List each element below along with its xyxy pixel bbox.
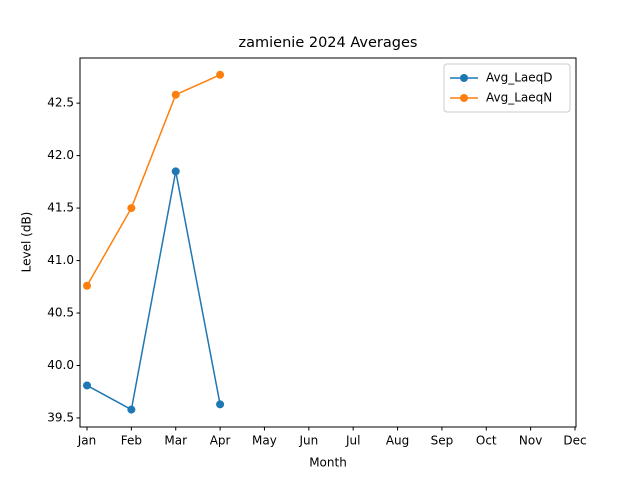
x-axis-label: Month (309, 456, 347, 470)
data-point (171, 167, 180, 176)
y-tick-label: 39.5 (47, 410, 74, 424)
legend-marker (460, 74, 468, 82)
data-point (127, 405, 136, 414)
x-tick-label: Oct (476, 434, 497, 448)
data-point (127, 204, 136, 213)
x-tick-label: Mar (164, 434, 187, 448)
plot-frame (79, 57, 577, 428)
y-tick-label: 42.0 (47, 148, 74, 162)
y-tick-label: 41.0 (47, 253, 74, 267)
legend-box (443, 63, 571, 113)
series-line (86, 171, 221, 411)
legend-label: Avg_LaeqN (486, 91, 552, 105)
data-point (216, 70, 225, 79)
data-point (171, 90, 180, 99)
x-tick-label: Sep (431, 434, 454, 448)
x-tick-label: Jul (345, 434, 360, 448)
series-line (86, 74, 221, 287)
y-tick-label: 40.0 (47, 358, 74, 372)
legend-label: Avg_LaeqD (486, 71, 553, 85)
x-tick-label: Apr (210, 434, 231, 448)
y-tick-label: 41.5 (47, 201, 74, 215)
legend-marker (460, 94, 468, 102)
data-point (83, 381, 91, 390)
chart-title: zamienie 2024 Averages (239, 35, 418, 51)
x-tick-label: Nov (519, 434, 542, 448)
y-axis-label: Level (dB) (20, 212, 34, 273)
x-tick-label: Jan (77, 434, 97, 448)
y-tick-label: 40.5 (47, 306, 74, 320)
y-tick-label: 42.5 (47, 96, 74, 110)
x-tick-label: Jun (298, 434, 318, 448)
x-tick-label: Feb (121, 434, 142, 448)
x-tick-label: May (252, 434, 277, 448)
data-point (216, 400, 225, 409)
data-point (83, 281, 91, 290)
x-tick-label: Dec (563, 434, 586, 448)
x-tick-label: Aug (386, 434, 409, 448)
